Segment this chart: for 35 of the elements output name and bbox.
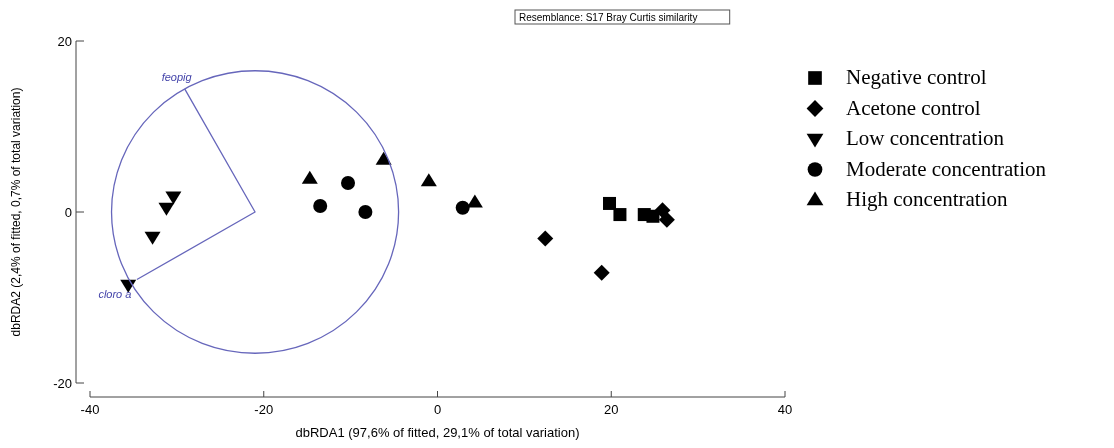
point (466, 194, 483, 208)
y-tick-label: -20 (53, 376, 72, 391)
x-axis-title: dbRDA1 (97,6% of fitted, 29,1% of total variation) (295, 425, 580, 440)
y-tick-label: 20 (57, 34, 72, 49)
point (313, 199, 328, 214)
x-tick-label: -20 (254, 402, 274, 417)
point (358, 205, 373, 219)
legend-label: Low concentration (846, 126, 1005, 150)
point (165, 191, 182, 205)
point (420, 173, 437, 187)
point (593, 264, 610, 281)
point (646, 209, 660, 223)
legend-label: Moderate concentration (846, 156, 1047, 181)
point (603, 196, 617, 210)
y-tick-label: 0 (64, 205, 72, 220)
point (658, 211, 675, 228)
x-tick-label: -40 (80, 402, 100, 417)
point (341, 175, 356, 190)
legend-label: Negative control (846, 65, 987, 89)
point (613, 208, 627, 222)
point (537, 230, 554, 247)
point (158, 202, 175, 216)
point (455, 200, 470, 215)
text: Resemblance: S17 Bray Curtis similarity (519, 12, 698, 23)
point (301, 170, 318, 184)
legend-label: High concentration (846, 187, 1009, 211)
x-tick-label: 0 (433, 402, 442, 417)
point (144, 231, 161, 245)
annotation: feopig (161, 70, 193, 83)
x-tick-label: 20 (604, 402, 619, 417)
x-tick-label: 40 (777, 402, 793, 417)
annotation: cloro a (98, 287, 132, 300)
point (654, 202, 671, 219)
y-axis-title: dbRDA2 (2,4% of fitted, 0,7% of total variation) (9, 87, 23, 337)
legend-label: Acetone control (846, 95, 981, 120)
